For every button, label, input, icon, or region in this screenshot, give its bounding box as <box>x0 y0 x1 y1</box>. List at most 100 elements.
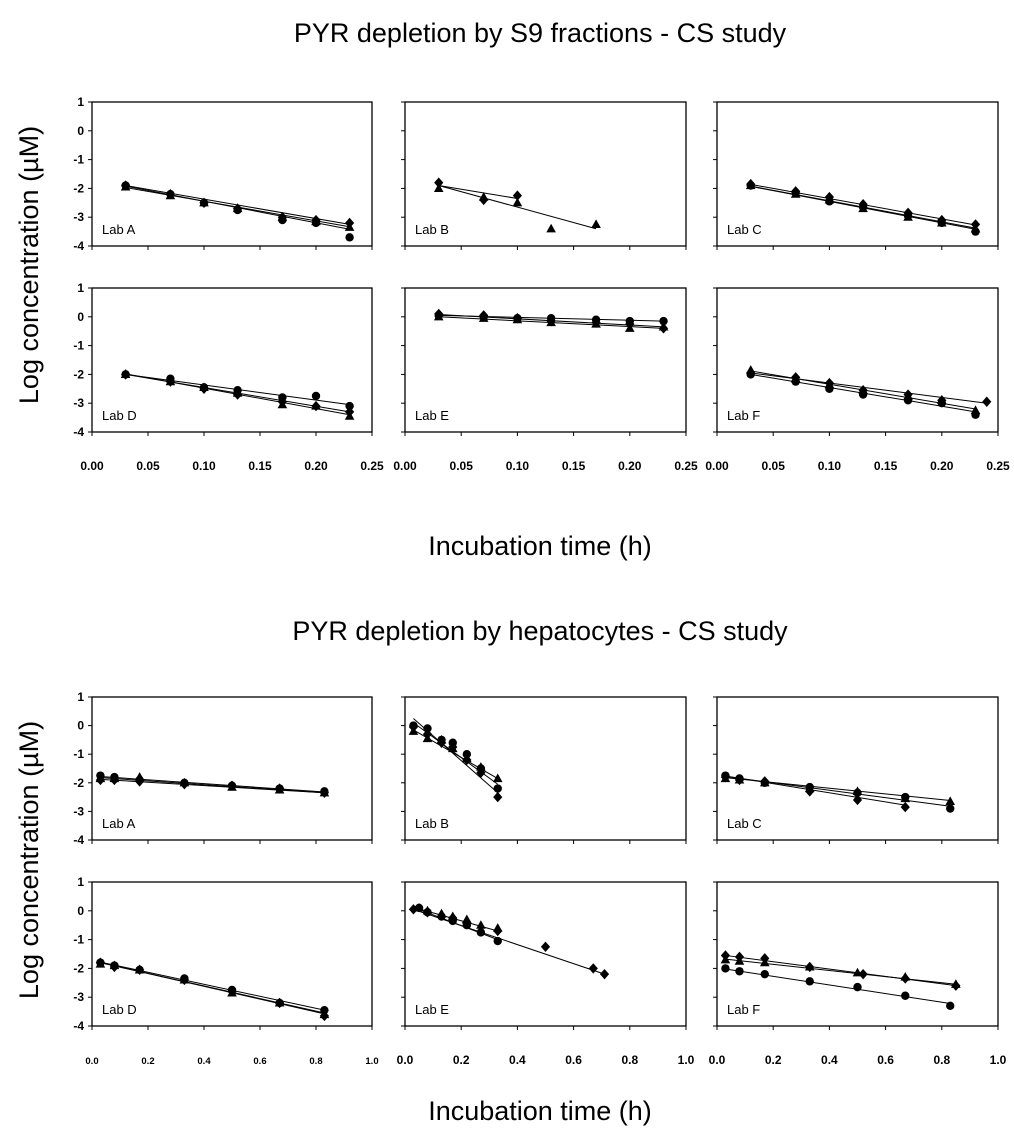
y-tick-label: -3 <box>73 804 84 818</box>
x-tick-label: 0.00 <box>705 459 729 473</box>
data-point-diamond <box>95 957 105 968</box>
data-point-diamond <box>448 912 458 924</box>
data-point-diamond <box>858 968 868 980</box>
data-point-diamond <box>824 377 834 389</box>
panel-lab-b <box>401 696 687 844</box>
data-point-triangle <box>945 796 956 805</box>
x-tick-label: 1.0 <box>678 1053 695 1067</box>
data-point-triangle <box>546 223 556 233</box>
panel-label: Lab A <box>102 816 136 831</box>
panel-lab-c <box>713 696 999 844</box>
data-point-diamond <box>408 721 419 733</box>
data-point-diamond <box>588 963 598 974</box>
data-point-diamond <box>512 313 522 324</box>
data-point-circle <box>946 1001 955 1011</box>
data-point-circle <box>493 784 502 793</box>
data-point-diamond <box>345 217 355 229</box>
x-tick-label: 0.00 <box>80 459 104 473</box>
x-tick-label: 0.15 <box>248 459 272 473</box>
x-tick-label: 0.20 <box>304 459 328 473</box>
data-point-diamond <box>791 186 801 197</box>
data-point-diamond <box>121 369 131 380</box>
data-point-circle <box>345 233 354 242</box>
y-tick-label: -2 <box>73 776 84 790</box>
panel-frame <box>91 881 373 1027</box>
fit-line-diamond <box>725 775 906 806</box>
data-point-diamond <box>805 961 815 973</box>
x-tick-label: 0.6 <box>877 1053 894 1067</box>
y-tick-label: -4 <box>73 833 84 847</box>
data-point-diamond <box>746 367 756 379</box>
data-point-diamond <box>199 197 209 208</box>
data-point-triangle <box>492 773 503 783</box>
data-point-circle <box>345 401 354 411</box>
y-tick-label: -3 <box>73 396 84 410</box>
data-point-diamond <box>121 180 131 191</box>
data-point-diamond <box>479 194 489 206</box>
data-point-diamond <box>591 317 601 328</box>
y-tick-label: -1 <box>73 153 84 167</box>
x-tick-label: 0.8 <box>309 1056 322 1067</box>
data-point-diamond <box>233 203 243 214</box>
data-point-triangle <box>476 920 486 929</box>
y-tick-label: 0 <box>77 310 84 324</box>
data-point-diamond <box>233 389 243 400</box>
fit-line-circle <box>100 776 325 793</box>
data-point-circle <box>901 991 910 1000</box>
data-point-diamond <box>476 767 486 778</box>
data-point-diamond <box>805 786 815 797</box>
data-point-triangle <box>476 762 486 771</box>
y-tick-label: -3 <box>73 210 84 224</box>
panel-lab-d <box>88 287 373 436</box>
data-point-diamond <box>462 754 472 766</box>
data-point-diamond <box>275 783 285 794</box>
panel-frame <box>404 287 687 433</box>
data-point-diamond <box>275 997 285 1009</box>
panel-lab-a <box>88 696 373 844</box>
data-point-diamond <box>135 964 145 976</box>
x-tick-label: 0.00 <box>393 459 417 473</box>
y-tick-label: 1 <box>77 281 84 295</box>
data-point-diamond <box>319 787 329 799</box>
panel-label: Lab E <box>415 1002 449 1017</box>
data-point-circle <box>735 967 744 976</box>
data-point-diamond <box>165 376 175 387</box>
panel-frame <box>404 101 687 247</box>
chart-title: PYR depletion by hepatocytes - CS study <box>292 616 788 646</box>
y-tick-label: -1 <box>73 933 84 947</box>
data-point-diamond <box>852 794 863 806</box>
panel-label: Lab C <box>727 222 762 237</box>
y-tick-label: 0 <box>77 124 84 138</box>
data-point-diamond <box>179 974 189 986</box>
y-tick-label: -2 <box>73 367 84 381</box>
panel-label: Lab F <box>727 408 760 423</box>
data-point-diamond <box>746 178 756 190</box>
x-tick-label: 0.10 <box>506 459 530 473</box>
x-tick-label: 1.0 <box>990 1053 1007 1067</box>
x-tick-label: 0.15 <box>874 459 898 473</box>
panel-label: Lab C <box>727 816 762 831</box>
data-point-triangle <box>970 405 981 414</box>
panel-lab-d <box>88 881 373 1030</box>
data-point-diamond <box>227 986 237 997</box>
data-point-diamond <box>311 400 321 412</box>
data-point-diamond <box>903 207 913 219</box>
panel-label: Lab E <box>415 408 449 423</box>
panel-frame <box>716 287 999 433</box>
panel-lab-f <box>713 287 999 436</box>
data-point-diamond <box>493 791 503 803</box>
x-tick-label: 0.8 <box>933 1053 950 1067</box>
fit-line-diamond <box>413 908 605 975</box>
data-point-diamond <box>165 188 175 200</box>
data-point-circle <box>311 391 321 401</box>
data-point-diamond <box>599 968 610 980</box>
y-tick-label: -2 <box>73 961 84 975</box>
y-tick-label: -1 <box>73 339 84 353</box>
data-point-diamond <box>951 980 961 991</box>
x-tick-label: 0.0 <box>709 1053 726 1067</box>
data-point-diamond <box>512 190 522 201</box>
data-point-diamond <box>95 774 105 786</box>
data-point-diamond <box>970 219 981 230</box>
x-tick-label: 0.15 <box>562 459 586 473</box>
